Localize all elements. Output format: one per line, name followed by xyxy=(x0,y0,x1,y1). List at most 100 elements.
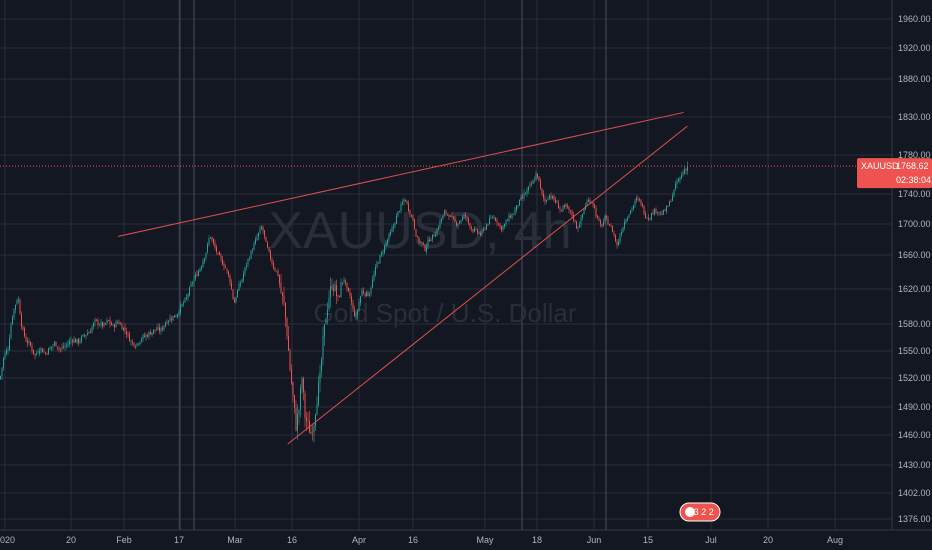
candle-body xyxy=(76,339,78,343)
candle-body xyxy=(603,221,604,226)
candle-body xyxy=(648,217,649,219)
candle-body xyxy=(435,234,436,237)
candle-body xyxy=(91,327,93,333)
candle-body xyxy=(159,327,160,332)
candle-body xyxy=(463,214,465,218)
candle-body xyxy=(649,218,651,220)
candle-body xyxy=(597,215,598,218)
candle-body xyxy=(526,189,528,194)
candle-body xyxy=(99,324,100,326)
candle-body xyxy=(669,201,670,206)
candle-body xyxy=(460,220,462,223)
candle-body xyxy=(82,334,84,337)
candle-body xyxy=(129,333,130,342)
candle-body xyxy=(522,197,523,198)
candle-body xyxy=(28,341,30,343)
candle-body xyxy=(214,242,216,248)
candle-body xyxy=(505,220,507,224)
candle-body xyxy=(462,217,463,221)
candle-body xyxy=(558,202,559,209)
time-axis[interactable]: 202020Feb17Mar16Apr16May18Jun15Jul20Aug xyxy=(0,529,932,545)
candle-body xyxy=(84,335,85,336)
candle-body xyxy=(211,237,213,240)
candle-body xyxy=(294,395,295,408)
candle-body xyxy=(496,220,498,223)
candle-body xyxy=(270,251,271,260)
candle-body xyxy=(151,332,153,335)
candle-body xyxy=(172,316,174,321)
candle-body xyxy=(136,343,138,347)
candle-body xyxy=(238,284,240,291)
candle-body xyxy=(141,339,142,342)
candle-body xyxy=(190,283,192,287)
symbol-watermark: XAUUSD, 4h xyxy=(268,202,571,260)
candle-body xyxy=(433,235,435,237)
candle-body xyxy=(72,340,73,342)
candle-body xyxy=(406,200,408,204)
candle-body xyxy=(27,340,28,344)
candle-body xyxy=(471,227,472,229)
candle-body xyxy=(70,340,72,342)
candle-body xyxy=(240,283,241,285)
candle-body xyxy=(205,252,207,259)
candle-body xyxy=(156,329,157,331)
candle-body xyxy=(390,231,391,235)
candle-body xyxy=(624,221,625,228)
candle-body xyxy=(568,206,570,211)
candle-body xyxy=(364,293,366,296)
price-tick-label: 1660.00 xyxy=(898,250,931,260)
candle-body xyxy=(52,345,54,347)
candle-body xyxy=(273,263,274,268)
candle-body xyxy=(1,367,3,377)
candle-body xyxy=(271,259,273,264)
candle-body xyxy=(249,258,250,260)
trendline-upper-resistance xyxy=(117,111,684,237)
time-tick-label: Jul xyxy=(705,535,717,545)
candle-body xyxy=(34,353,36,356)
price-tick-label: 1402.00 xyxy=(898,488,931,498)
candle-body xyxy=(369,293,370,296)
candle-body xyxy=(327,309,328,318)
candle-body xyxy=(400,203,402,211)
candle-body xyxy=(90,332,91,333)
candle-body xyxy=(163,325,165,330)
candle-body xyxy=(112,324,114,326)
candle-body xyxy=(550,195,552,198)
candle-body xyxy=(36,353,37,355)
candle-body xyxy=(276,271,277,273)
candle-body xyxy=(207,243,208,252)
trendlines[interactable] xyxy=(117,111,688,445)
price-axis[interactable]: 1960.00 1920.00 1880.00 1830.00 1780.00 1740.… xyxy=(891,0,931,530)
candle-body xyxy=(616,241,618,245)
candle-body xyxy=(106,320,108,324)
candle-body xyxy=(93,323,94,328)
candle-body xyxy=(360,296,361,303)
candle-body xyxy=(537,173,538,177)
candle-body xyxy=(559,208,561,210)
candle-body xyxy=(519,199,520,206)
candle-body xyxy=(237,290,238,298)
candle-body xyxy=(658,212,660,214)
candle-body xyxy=(298,409,300,415)
candle-body xyxy=(451,215,453,217)
candle-body xyxy=(450,215,451,217)
candle-body xyxy=(21,314,22,327)
candle-body xyxy=(418,237,420,243)
candle-body xyxy=(18,299,19,301)
candle-body xyxy=(49,347,51,350)
price-tick-label: 1490.00 xyxy=(898,402,931,412)
candle-body xyxy=(628,214,630,218)
candle-body xyxy=(22,327,24,329)
candle-body xyxy=(549,195,550,199)
candle-body xyxy=(15,304,16,310)
candle-body xyxy=(78,338,79,344)
time-tick-label: 16 xyxy=(287,535,297,545)
candle-body xyxy=(184,298,186,303)
time-tick-label: Jun xyxy=(587,535,602,545)
economic-events-badge[interactable]: 4 3 2 2 xyxy=(679,502,721,522)
candle-body xyxy=(264,230,265,237)
time-tick-label: 20 xyxy=(763,535,773,545)
events-badge-label: 4 3 2 2 xyxy=(686,507,714,517)
